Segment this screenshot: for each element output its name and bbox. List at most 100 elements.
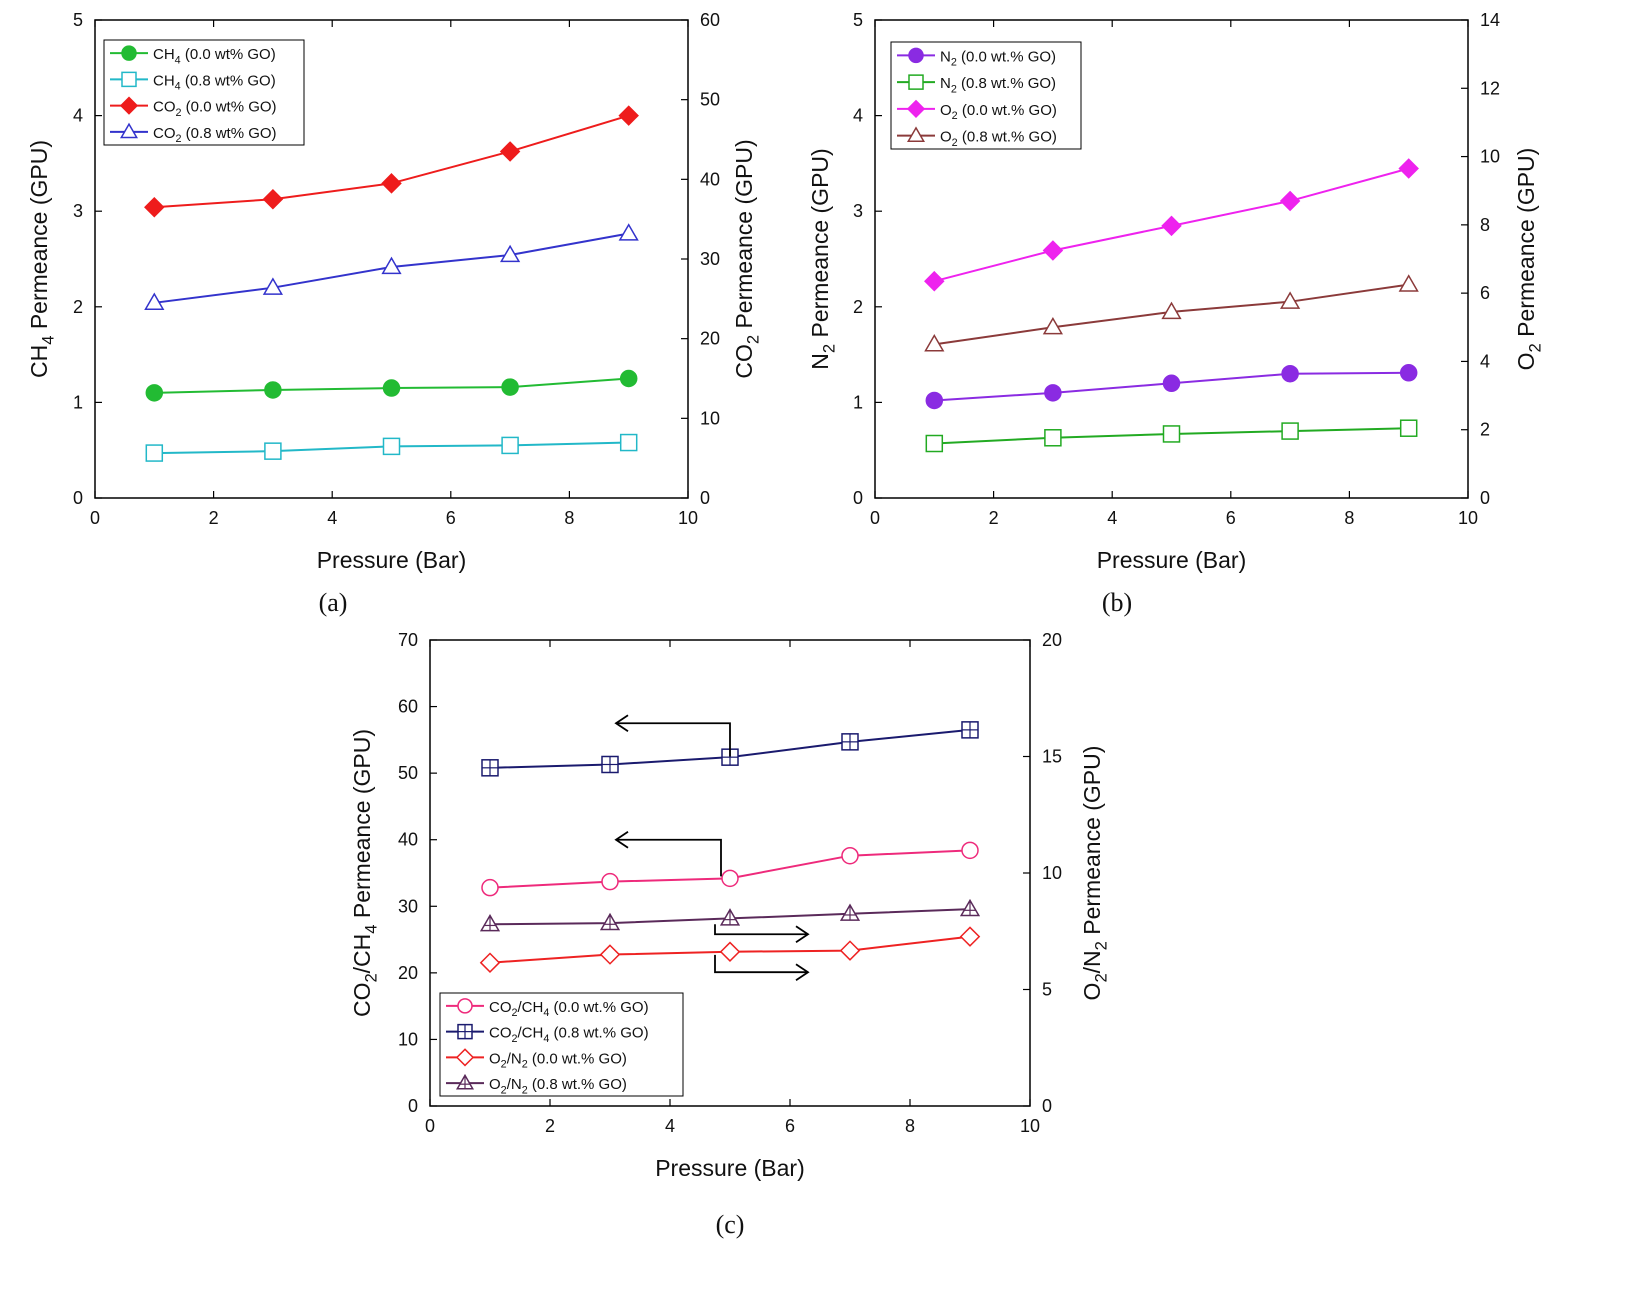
x-tick-label-c: 10 xyxy=(1020,1116,1040,1136)
y-left-tick-label-b: 3 xyxy=(853,201,863,221)
y-left-tick-label-c: 70 xyxy=(398,630,418,650)
y-right-axis-label-c-sub: 2 xyxy=(1091,973,1110,982)
legend-label-a-2-sub: 2 xyxy=(176,107,182,119)
legend-marker-b xyxy=(908,47,924,64)
legend-label-b-0-base: N xyxy=(940,48,951,65)
data-point-b-3 xyxy=(1398,274,1419,292)
annotation-arrowhead-2 xyxy=(795,925,810,943)
legend-label-c-1-rest2: (0.8 wt.% GO) xyxy=(549,1025,648,1042)
x-tick-label-b: 4 xyxy=(1107,508,1117,528)
data-point-c-0 xyxy=(841,846,859,865)
x-tick-label-c: 0 xyxy=(425,1116,435,1136)
legend-label-c-3: O2/N2 (0.8 wt.% GO) xyxy=(489,1076,627,1096)
legend-label-b-3: O2 (0.8 wt.% GO) xyxy=(940,129,1057,149)
panel-caption-c: (c) xyxy=(716,1210,745,1239)
x-tick-label-b: 2 xyxy=(989,508,999,528)
y-right-tick-label-b: 12 xyxy=(1480,78,1500,98)
legend-label-b-0: N2 (0.0 wt.% GO) xyxy=(940,48,1056,68)
legend-label-c-2-sub2: 2 xyxy=(522,1059,528,1071)
data-point-a-2 xyxy=(381,173,402,194)
data-point-a-0 xyxy=(501,378,519,396)
legend-label-b-3-sub: 2 xyxy=(952,137,958,149)
y-left-tick-label-a: 0 xyxy=(73,488,83,508)
plot-frame-b xyxy=(874,19,1469,499)
y-right-tick-label-a: 30 xyxy=(700,249,720,269)
y-right-tick-label-a: 60 xyxy=(700,10,720,30)
annotation-arrowhead-3 xyxy=(795,963,810,981)
y-left-tick-label-b: 2 xyxy=(853,297,863,317)
legend-marker-b xyxy=(906,99,926,118)
legend-label-c-3-rest: /N xyxy=(507,1076,522,1093)
data-point-b-2 xyxy=(1042,240,1064,261)
x-axis-label-c: Pressure (Bar) xyxy=(655,1155,805,1181)
y-right-axis-label-a-base: CO xyxy=(731,344,757,379)
data-point-b-0 xyxy=(1044,384,1062,402)
legend-label-b-1-base: N xyxy=(940,75,951,92)
legend-label-b-0-rest: (0.0 wt.% GO) xyxy=(957,48,1056,65)
legend-label-c-1-sub: 2 xyxy=(512,1033,518,1045)
legend-label-c-1: CO2/CH4 (0.8 wt.% GO) xyxy=(489,1025,649,1045)
legend-label-b-2: O2 (0.0 wt.% GO) xyxy=(940,102,1057,122)
y-left-axis-label-b-base: N xyxy=(807,353,833,370)
legend-label-b-1-rest: (0.8 wt.% GO) xyxy=(957,75,1056,92)
legend-label-c-1-sub2: 4 xyxy=(543,1033,549,1045)
y-right-axis-label-c-rest2: Permeance (GPU) xyxy=(1079,746,1105,942)
y-right-axis-label-b-base: O xyxy=(1513,352,1539,370)
legend-box-a xyxy=(103,39,305,146)
data-point-a-2 xyxy=(262,188,284,210)
y-right-axis-label-a: CO2 Permeance (GPU) xyxy=(731,139,762,378)
y-left-tick-label-c: 40 xyxy=(398,830,418,850)
legend-label-c-2-rest2: (0.0 wt.% GO) xyxy=(528,1050,627,1067)
y-right-tick-label-b: 8 xyxy=(1480,215,1490,235)
legend-label-a-0: CH4 (0.0 wt% GO) xyxy=(153,46,276,66)
legend-label-b-3-base: O xyxy=(940,129,952,146)
x-tick-label-b: 8 xyxy=(1344,508,1354,528)
x-tick-label-a: 10 xyxy=(678,508,698,528)
y-left-tick-label-b: 4 xyxy=(853,106,863,126)
y-right-tick-label-a: 50 xyxy=(700,90,720,110)
y-right-axis-label-b: O2 Permeance (GPU) xyxy=(1513,148,1544,371)
data-point-c-0 xyxy=(601,872,619,891)
legend-label-c-3-sub2: 2 xyxy=(522,1084,528,1096)
data-point-b-3 xyxy=(1161,301,1182,320)
y-left-axis-label-c-base: CO xyxy=(349,983,375,1018)
legend-label-c-0-base: CO xyxy=(489,999,512,1016)
data-point-b-3 xyxy=(924,334,945,352)
y-right-tick-label-a: 10 xyxy=(700,408,720,428)
panel-caption-b: (b) xyxy=(1102,588,1132,617)
legend-label-a-0-base: CH xyxy=(153,46,175,63)
legend-box-c xyxy=(439,992,684,1097)
y-right-tick-label-b: 6 xyxy=(1480,283,1490,303)
y-right-tick-label-b: 4 xyxy=(1480,351,1490,371)
y-left-tick-label-a: 1 xyxy=(73,392,83,412)
y-right-axis-label-b-sub: 2 xyxy=(1525,343,1544,352)
legend-label-c-0-rest2: (0.0 wt.% GO) xyxy=(549,999,648,1016)
legend-label-c-2-base: O xyxy=(489,1050,501,1067)
y-left-tick-label-c: 10 xyxy=(398,1029,418,1049)
y-right-axis-label-b-rest: Permeance (GPU) xyxy=(1513,148,1539,344)
y-right-axis-label-c: O2/N2 Permeance (GPU) xyxy=(1079,746,1110,1001)
y-right-tick-label-c: 5 xyxy=(1042,980,1052,1000)
legend-label-a-1-sub: 4 xyxy=(175,81,181,93)
data-point-c-2 xyxy=(479,952,501,973)
y-right-tick-label-c: 10 xyxy=(1042,863,1062,883)
legend-label-c-3-sub: 2 xyxy=(501,1084,507,1096)
data-point-a-1 xyxy=(264,442,282,460)
y-right-axis-label-c-rest: /N xyxy=(1079,950,1105,973)
y-right-tick-label-c: 20 xyxy=(1042,630,1062,650)
legend-marker-c xyxy=(455,1048,475,1067)
y-left-axis-label-a-base: CH xyxy=(26,345,52,378)
annotation-arrow-2 xyxy=(714,924,808,936)
data-point-b-1 xyxy=(925,434,944,453)
legend-label-a-3-rest: (0.8 wt% GO) xyxy=(182,125,277,142)
legend-label-a-3-sub: 2 xyxy=(176,133,182,145)
y-left-tick-label-b: 5 xyxy=(853,10,863,30)
y-left-tick-label-a: 4 xyxy=(73,106,83,126)
y-left-tick-label-c: 20 xyxy=(398,963,418,983)
data-point-c-0 xyxy=(721,869,739,888)
data-point-a-1 xyxy=(619,433,638,452)
y-right-tick-label-a: 20 xyxy=(700,329,720,349)
data-point-c-2 xyxy=(599,944,621,965)
